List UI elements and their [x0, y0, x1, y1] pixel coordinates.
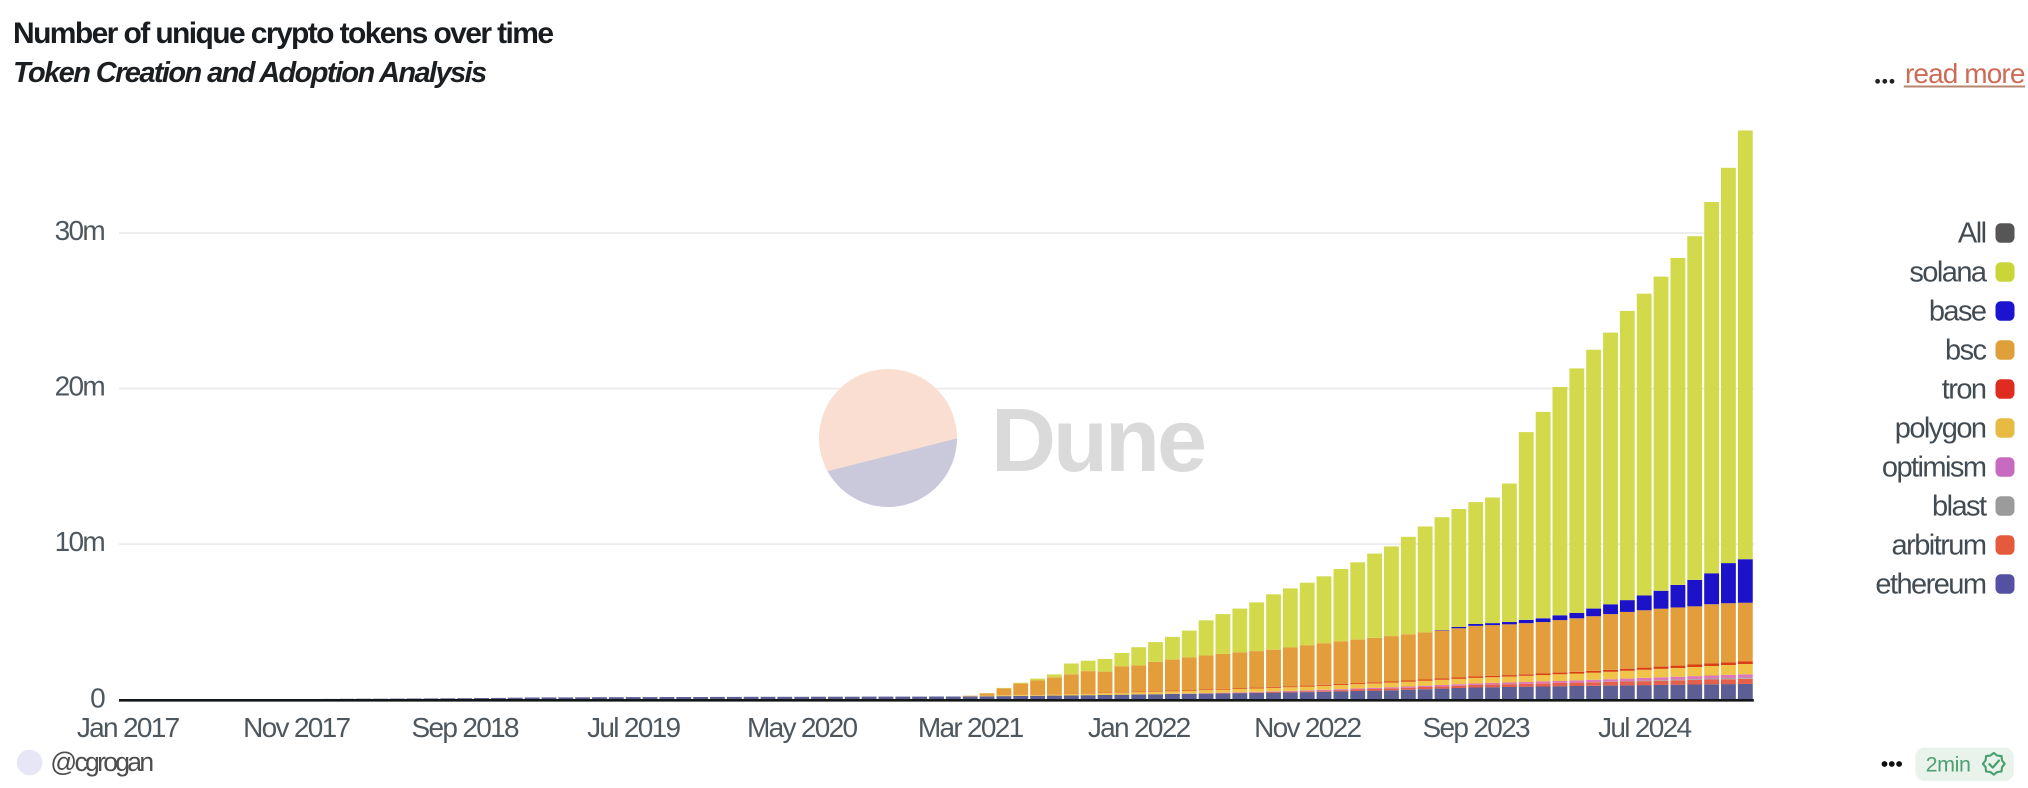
- svg-text:2min: 2min: [1926, 753, 1971, 777]
- svg-text:20m: 20m: [55, 371, 105, 402]
- svg-text:@cgrogan: @cgrogan: [50, 747, 153, 777]
- svg-text:Jul 2024: Jul 2024: [1598, 712, 1691, 743]
- svg-text:May 2020: May 2020: [747, 712, 857, 743]
- svg-text:blast: blast: [1932, 491, 1987, 523]
- svg-text:Sep 2018: Sep 2018: [412, 712, 519, 743]
- svg-text:polygon: polygon: [1895, 413, 1986, 445]
- svg-text:bsc: bsc: [1945, 335, 1987, 367]
- svg-text:0: 0: [90, 682, 105, 713]
- svg-text:Jul 2019: Jul 2019: [587, 712, 680, 743]
- svg-text:base: base: [1929, 296, 1986, 328]
- svg-text:optimism: optimism: [1882, 452, 1986, 484]
- svg-text:30m: 30m: [55, 215, 105, 246]
- svg-text:10m: 10m: [55, 526, 105, 557]
- svg-text:Mar 2021: Mar 2021: [918, 712, 1024, 743]
- svg-text:Number of unique crypto tokens: Number of unique crypto tokens over time: [13, 17, 553, 50]
- svg-text:solana: solana: [1909, 257, 1988, 289]
- svg-text:Dune: Dune: [991, 391, 1204, 491]
- svg-text:Nov 2017: Nov 2017: [243, 712, 350, 743]
- svg-text:read more: read more: [1905, 58, 2025, 89]
- svg-text:arbitrum: arbitrum: [1892, 530, 1986, 562]
- svg-text:tron: tron: [1942, 374, 1986, 406]
- svg-text:Token Creation and Adoption An: Token Creation and Adoption Analysis: [13, 57, 487, 89]
- svg-text:Jan 2022: Jan 2022: [1088, 712, 1191, 743]
- svg-text:Sep 2023: Sep 2023: [1423, 712, 1530, 743]
- svg-text:Nov 2022: Nov 2022: [1254, 712, 1361, 743]
- svg-text:Jan 2017: Jan 2017: [77, 712, 180, 743]
- svg-text:ethereum: ethereum: [1875, 569, 1986, 601]
- svg-text:All: All: [1958, 218, 1986, 250]
